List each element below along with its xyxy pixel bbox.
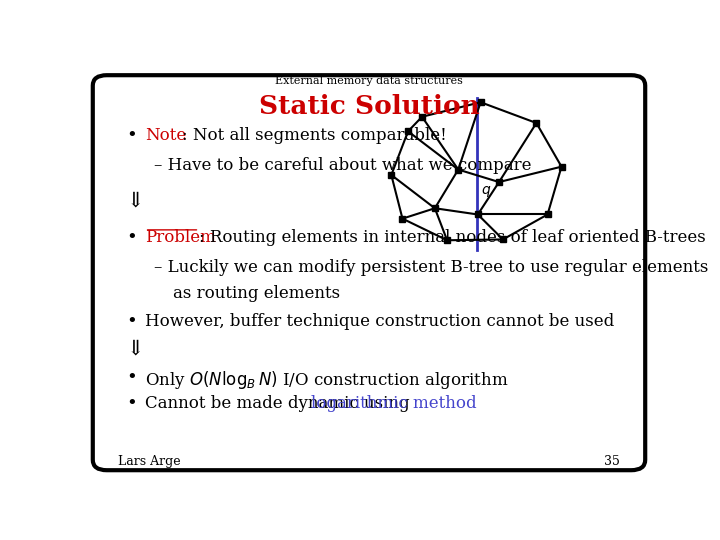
Text: Lars Arge: Lars Arge [118,455,181,468]
Text: : Routing elements in internal nodes of leaf oriented B-trees: : Routing elements in internal nodes of … [199,228,706,246]
Text: ⇓: ⇓ [126,191,144,210]
Text: •: • [126,313,137,331]
FancyBboxPatch shape [93,75,645,470]
Text: $q$: $q$ [481,184,491,199]
Text: as routing elements: as routing elements [173,285,340,302]
Text: Static Solution: Static Solution [258,94,480,119]
Text: ⇓: ⇓ [126,339,144,358]
Text: Only $O(N \log_B N)$ I/O construction algorithm: Only $O(N \log_B N)$ I/O construction al… [145,369,508,391]
Text: •: • [126,228,137,247]
Text: •: • [126,395,137,413]
Text: Note: Note [145,127,186,144]
Text: External memory data structures: External memory data structures [275,77,463,86]
Text: •: • [126,369,137,387]
Text: – Luckily we can modify persistent B-tree to use regular elements: – Luckily we can modify persistent B-tre… [154,259,708,275]
Text: Cannot be made dynamic using: Cannot be made dynamic using [145,395,415,413]
Text: – Have to be careful about what we compare: – Have to be careful about what we compa… [154,157,531,174]
Text: 35: 35 [604,455,620,468]
Text: •: • [126,127,137,145]
Text: logarithmic method: logarithmic method [311,395,477,413]
Text: Problem: Problem [145,228,215,246]
Text: However, buffer technique construction cannot be used: However, buffer technique construction c… [145,313,614,330]
Text: : Not all segments comparable!: : Not all segments comparable! [181,127,446,144]
